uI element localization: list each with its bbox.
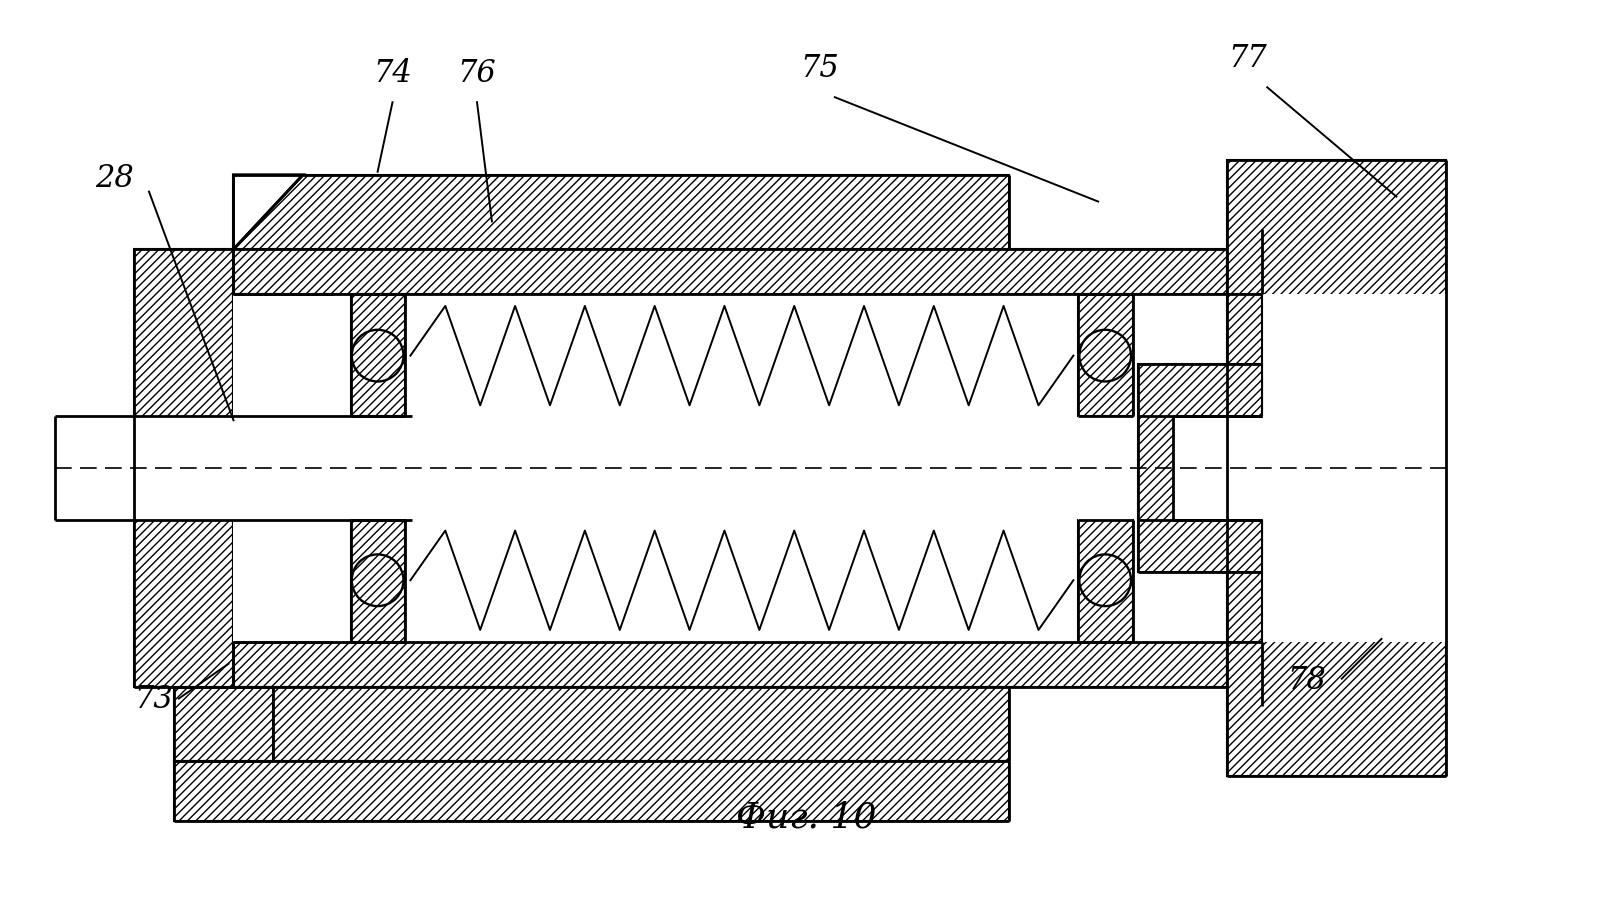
Bar — [1263, 294, 1447, 642]
Bar — [234, 175, 1008, 249]
Bar — [1079, 520, 1132, 642]
Bar — [1079, 416, 1132, 520]
Bar — [234, 294, 332, 642]
Text: 76: 76 — [458, 59, 497, 89]
Bar — [273, 687, 1008, 761]
Text: 77: 77 — [1227, 43, 1266, 74]
Bar — [234, 249, 1227, 294]
Bar — [1227, 160, 1447, 776]
Bar — [174, 687, 273, 761]
Bar — [350, 416, 405, 520]
Text: 75: 75 — [800, 53, 839, 84]
Text: 28: 28 — [95, 162, 134, 193]
Bar — [273, 687, 1008, 761]
Text: 74: 74 — [373, 59, 411, 89]
Bar — [174, 761, 1008, 821]
Text: 73: 73 — [134, 684, 173, 715]
Text: Фиг. 10: Фиг. 10 — [736, 801, 876, 834]
Bar — [1173, 416, 1263, 520]
Bar — [134, 249, 234, 687]
Bar — [1139, 363, 1263, 572]
Bar — [234, 642, 1227, 687]
Bar — [234, 294, 1227, 642]
Bar — [55, 416, 413, 520]
Bar — [1079, 294, 1132, 416]
Bar — [350, 294, 405, 416]
Text: 78: 78 — [1287, 665, 1326, 696]
Polygon shape — [234, 175, 303, 249]
Bar — [1227, 294, 1263, 642]
Bar — [1173, 416, 1323, 520]
Bar — [350, 520, 405, 642]
